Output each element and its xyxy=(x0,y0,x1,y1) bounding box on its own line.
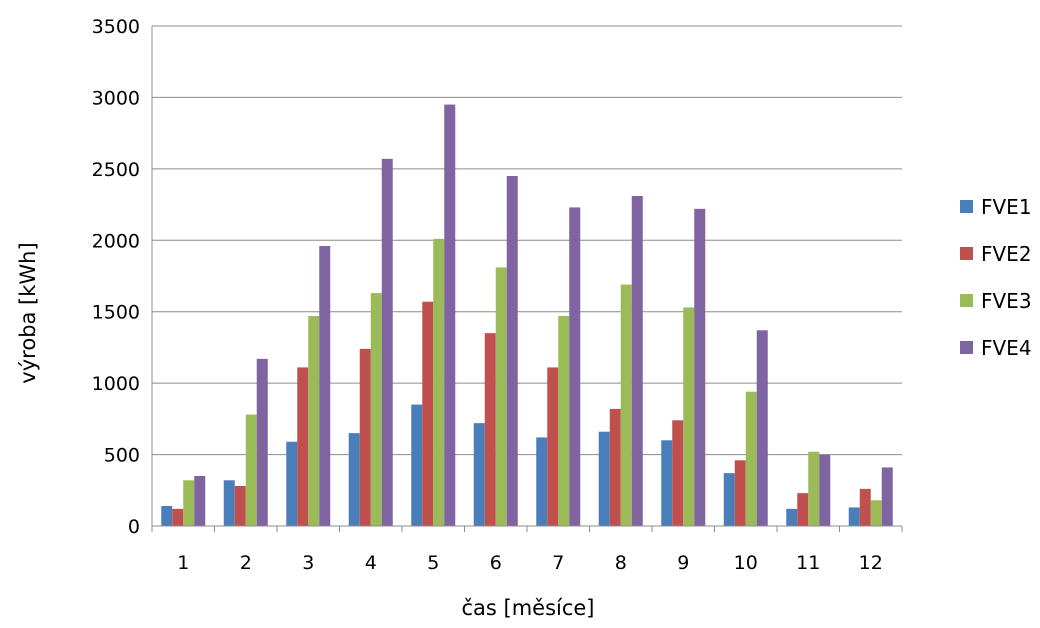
bar-fve2-1 xyxy=(172,508,184,526)
bar-fve4-1 xyxy=(194,476,206,526)
bar-fve1-7 xyxy=(536,437,548,526)
x-tick-label: 10 xyxy=(734,552,758,574)
bar-fve4-9 xyxy=(694,208,706,526)
bar-fve4-6 xyxy=(506,176,518,526)
x-tick-label: 12 xyxy=(859,552,883,574)
bar-fve3-6 xyxy=(495,267,507,526)
x-tick-label: 3 xyxy=(302,552,314,574)
bar-fve1-9 xyxy=(661,440,673,526)
bar-fve2-2 xyxy=(234,486,246,526)
bar-fve2-5 xyxy=(422,301,434,526)
bar-fve2-9 xyxy=(672,420,684,526)
bar-fve1-6 xyxy=(473,423,485,526)
x-tick-label: 5 xyxy=(427,552,439,574)
bar-fve4-11 xyxy=(819,454,831,526)
bar-fve3-12 xyxy=(870,500,882,526)
x-tick-label: 9 xyxy=(677,552,689,574)
bar-fve3-10 xyxy=(745,391,757,526)
bar-fve2-12 xyxy=(859,488,871,526)
bar-fve2-4 xyxy=(359,348,371,526)
bar-fve1-1 xyxy=(161,506,173,526)
legend-swatch-fve1 xyxy=(960,200,973,213)
legend-label-fve4: FVE4 xyxy=(981,336,1032,360)
legend-swatch-fve4 xyxy=(960,341,973,354)
x-tick-label: 1 xyxy=(177,552,189,574)
y-tick-label: 2500 xyxy=(92,159,140,181)
bar-fve2-7 xyxy=(547,367,559,526)
bar-fve1-3 xyxy=(286,441,298,526)
bar-fve3-5 xyxy=(433,238,445,526)
y-tick-label: 1000 xyxy=(92,373,140,395)
bars xyxy=(161,104,893,527)
legend: FVE1 FVE2 FVE3 FVE4 xyxy=(960,195,1032,360)
bar-fve1-4 xyxy=(348,433,360,526)
y-axis-title: výroba [kWh] xyxy=(16,242,40,383)
bar-fve2-8 xyxy=(609,408,621,526)
bar-fve1-12 xyxy=(848,507,860,526)
bar-fve3-1 xyxy=(183,480,195,526)
bar-fve1-2 xyxy=(223,480,235,526)
axes xyxy=(151,26,903,532)
bar-fve4-2 xyxy=(256,358,268,526)
bar-fve4-10 xyxy=(756,330,768,526)
legend-label-fve1: FVE1 xyxy=(981,195,1032,219)
bar-fve2-3 xyxy=(297,367,309,526)
bar-fve3-11 xyxy=(808,451,820,526)
bar-fve3-7 xyxy=(558,316,570,526)
x-tick-label: 2 xyxy=(240,552,252,574)
bar-fve1-5 xyxy=(411,404,423,526)
x-tick-label: 6 xyxy=(490,552,502,574)
y-tick-label: 3500 xyxy=(92,16,140,38)
gridlines xyxy=(152,25,902,456)
bar-fve1-8 xyxy=(598,431,610,526)
legend-swatch-fve2 xyxy=(960,247,973,260)
bar-fve2-11 xyxy=(797,493,809,526)
bar-fve4-8 xyxy=(631,196,643,526)
legend-label-fve2: FVE2 xyxy=(981,242,1032,266)
legend-swatch-fve3 xyxy=(960,294,973,307)
y-tick-label: 2000 xyxy=(92,230,140,252)
legend-label-fve3: FVE3 xyxy=(981,289,1032,313)
bar-fve2-6 xyxy=(484,333,496,526)
bar-fve3-8 xyxy=(620,284,632,526)
y-tick-label: 500 xyxy=(104,445,140,467)
bar-fve3-9 xyxy=(683,307,695,526)
bar-fve3-2 xyxy=(245,414,257,526)
bar-fve4-7 xyxy=(569,207,581,526)
bar-fve1-10 xyxy=(723,473,735,526)
y-tick-label: 0 xyxy=(128,516,140,538)
x-tick-label: 8 xyxy=(615,552,627,574)
x-tick-label: 7 xyxy=(552,552,564,574)
bar-fve4-12 xyxy=(881,467,893,526)
bar-fve3-3 xyxy=(308,316,320,526)
x-tick-label: 4 xyxy=(365,552,377,574)
bar-fve4-5 xyxy=(444,104,456,527)
y-tick-label: 1500 xyxy=(92,302,140,324)
y-tick-label: 3000 xyxy=(92,87,140,109)
x-axis-title: čas [měsíce] xyxy=(461,596,594,620)
bar-fve1-11 xyxy=(786,508,798,526)
y-tick-labels: 0 500 1000 1500 2000 2500 3000 3500 xyxy=(92,16,140,538)
x-tick-labels: 1 2 3 4 5 6 7 8 9 10 11 12 xyxy=(177,552,883,574)
bar-fve2-10 xyxy=(734,460,746,526)
bar-fve4-4 xyxy=(381,158,393,526)
x-tick-label: 11 xyxy=(796,552,820,574)
bar-fve4-3 xyxy=(319,246,331,526)
bar-fve3-4 xyxy=(370,293,382,526)
